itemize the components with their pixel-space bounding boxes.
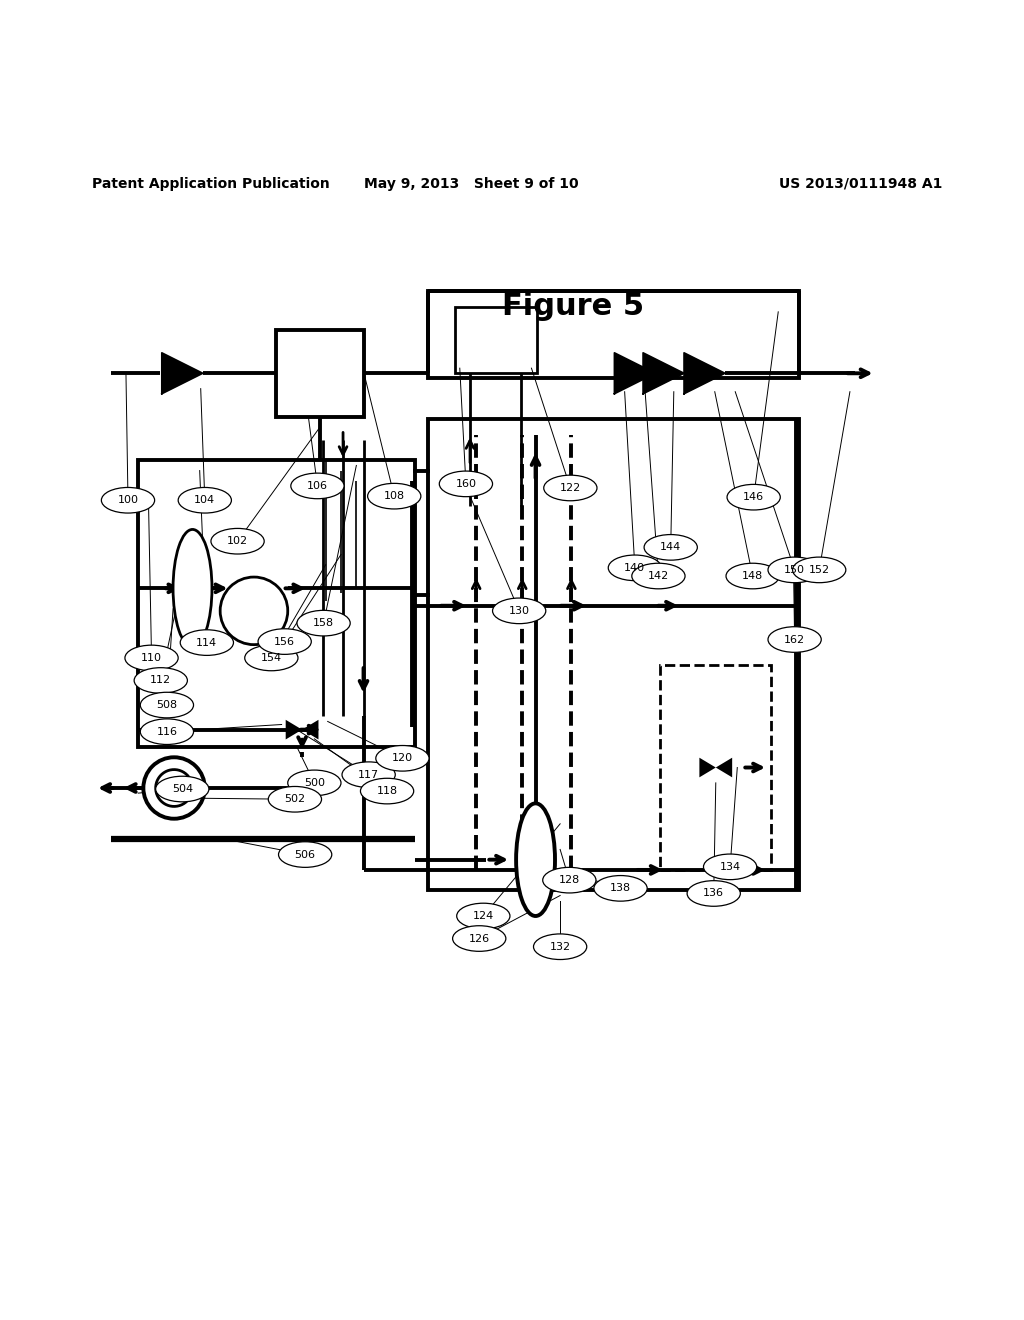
Ellipse shape	[180, 630, 233, 656]
Text: 504: 504	[172, 784, 193, 795]
Ellipse shape	[457, 903, 510, 929]
Ellipse shape	[297, 610, 350, 636]
Text: 136: 136	[703, 888, 724, 899]
Polygon shape	[716, 758, 732, 777]
Ellipse shape	[687, 880, 740, 907]
Text: 144: 144	[660, 543, 681, 552]
Text: 114: 114	[197, 638, 217, 648]
Text: 160: 160	[456, 479, 476, 488]
Bar	[660, 665, 771, 870]
Polygon shape	[699, 758, 716, 777]
Text: 128: 128	[559, 875, 580, 886]
Text: 154: 154	[261, 653, 282, 663]
Ellipse shape	[453, 925, 506, 952]
Ellipse shape	[543, 867, 596, 892]
Ellipse shape	[258, 628, 311, 655]
Ellipse shape	[703, 854, 757, 879]
Text: 126: 126	[469, 933, 489, 944]
Text: 104: 104	[195, 495, 215, 506]
Text: US 2013/0111948 A1: US 2013/0111948 A1	[778, 177, 942, 191]
Bar	[138, 461, 415, 747]
Text: 118: 118	[377, 787, 397, 796]
Ellipse shape	[101, 487, 155, 513]
Polygon shape	[643, 352, 684, 393]
Ellipse shape	[342, 762, 395, 788]
Ellipse shape	[156, 776, 209, 801]
Ellipse shape	[288, 770, 341, 796]
Ellipse shape	[632, 564, 685, 589]
Ellipse shape	[279, 842, 332, 867]
Ellipse shape	[178, 487, 231, 513]
Polygon shape	[684, 352, 725, 393]
Bar	[428, 292, 799, 379]
Text: 158: 158	[313, 618, 334, 628]
Ellipse shape	[376, 746, 429, 771]
Text: 140: 140	[625, 562, 645, 573]
Text: 502: 502	[285, 795, 305, 804]
Text: 500: 500	[304, 777, 325, 788]
Ellipse shape	[544, 475, 597, 500]
Text: 124: 124	[473, 911, 494, 921]
Text: 132: 132	[550, 941, 570, 952]
Text: 130: 130	[509, 606, 529, 616]
Text: 150: 150	[784, 565, 805, 576]
Polygon shape	[614, 352, 655, 393]
Polygon shape	[302, 719, 318, 739]
Bar	[428, 420, 799, 891]
Text: Figure 5: Figure 5	[503, 292, 644, 321]
Text: Patent Application Publication: Patent Application Publication	[92, 177, 330, 191]
Ellipse shape	[211, 528, 264, 554]
Text: 146: 146	[743, 492, 764, 502]
Ellipse shape	[291, 473, 344, 499]
Ellipse shape	[516, 804, 555, 916]
Text: 112: 112	[151, 676, 171, 685]
Ellipse shape	[173, 529, 212, 647]
Ellipse shape	[644, 535, 697, 560]
Polygon shape	[286, 719, 302, 739]
Ellipse shape	[268, 787, 322, 812]
Ellipse shape	[439, 471, 493, 496]
Text: 506: 506	[295, 850, 315, 859]
Text: 134: 134	[720, 862, 740, 871]
Ellipse shape	[360, 779, 414, 804]
Text: 122: 122	[560, 483, 581, 492]
Ellipse shape	[140, 719, 194, 744]
Ellipse shape	[768, 627, 821, 652]
Text: 100: 100	[118, 495, 138, 506]
Text: 106: 106	[307, 480, 328, 491]
Text: 102: 102	[227, 536, 248, 546]
Ellipse shape	[793, 557, 846, 582]
Ellipse shape	[134, 668, 187, 693]
Text: 117: 117	[358, 770, 379, 780]
Polygon shape	[162, 352, 203, 393]
Ellipse shape	[493, 598, 546, 623]
Text: 152: 152	[809, 565, 829, 576]
Ellipse shape	[368, 483, 421, 510]
Bar	[455, 306, 537, 374]
Text: 508: 508	[157, 700, 177, 710]
Text: 142: 142	[648, 572, 669, 581]
Text: 108: 108	[384, 491, 404, 502]
Text: 138: 138	[610, 883, 631, 894]
Text: 116: 116	[157, 727, 177, 737]
Ellipse shape	[534, 935, 587, 960]
Text: 156: 156	[274, 636, 295, 647]
Text: 148: 148	[742, 572, 763, 581]
Text: May 9, 2013   Sheet 9 of 10: May 9, 2013 Sheet 9 of 10	[364, 177, 579, 191]
Text: 110: 110	[141, 653, 162, 663]
Ellipse shape	[140, 692, 194, 718]
Text: 162: 162	[784, 635, 805, 644]
Circle shape	[220, 577, 288, 644]
Ellipse shape	[594, 875, 647, 902]
Ellipse shape	[245, 645, 298, 671]
Ellipse shape	[768, 557, 821, 582]
Ellipse shape	[608, 554, 662, 581]
Ellipse shape	[125, 645, 178, 671]
Circle shape	[143, 758, 205, 818]
Bar	[276, 330, 364, 417]
Ellipse shape	[726, 564, 779, 589]
Text: 120: 120	[392, 754, 413, 763]
Ellipse shape	[727, 484, 780, 510]
